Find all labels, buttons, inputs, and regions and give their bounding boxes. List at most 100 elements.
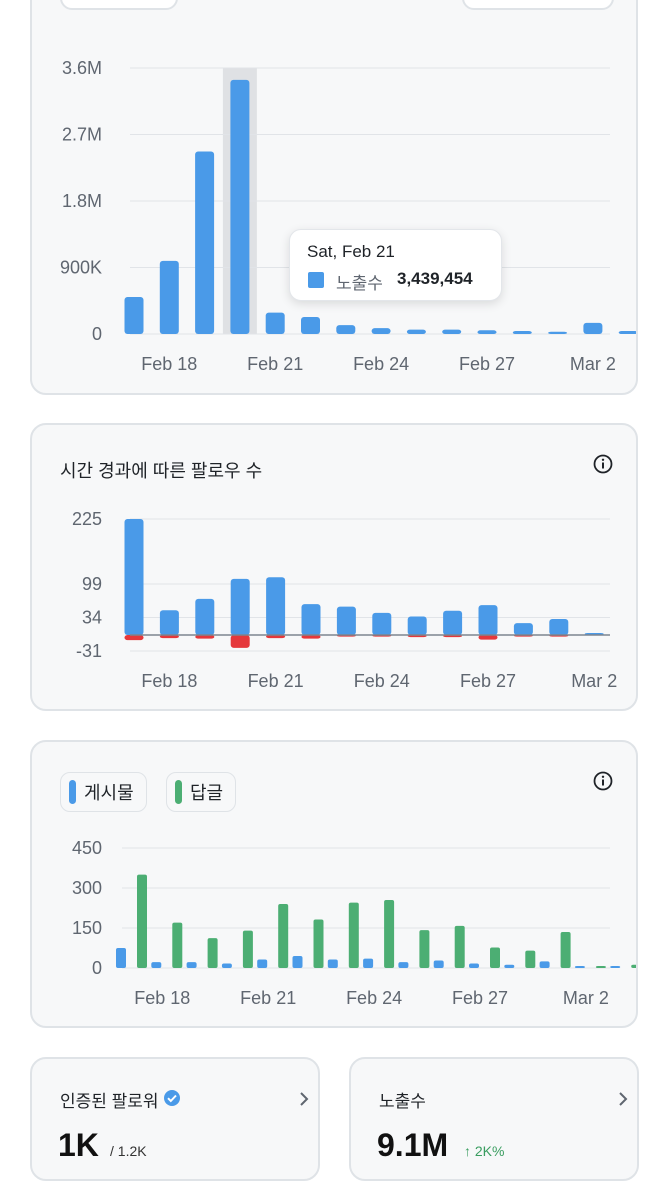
bar-gained bbox=[407, 616, 427, 636]
tooltip-date: Sat, Feb 21 bbox=[307, 242, 395, 261]
bar-replies bbox=[278, 904, 289, 968]
bar-posts bbox=[116, 948, 126, 968]
bar-gained bbox=[478, 605, 498, 636]
bar-replies bbox=[490, 947, 500, 968]
y-tick-label: 3.6M bbox=[62, 58, 102, 78]
bar-gained bbox=[443, 610, 463, 636]
x-tick-label: Feb 27 bbox=[459, 354, 515, 374]
chart-tooltip: Sat, Feb 21 노출수 3,439,454 bbox=[289, 229, 502, 301]
bar-lost bbox=[478, 635, 498, 640]
impressions-total-card[interactable]: 노출수 9.1M ↑ 2K% bbox=[349, 1057, 639, 1181]
bar bbox=[195, 151, 215, 334]
bar bbox=[512, 331, 532, 334]
bar-posts bbox=[539, 961, 550, 968]
content-bar-chart[interactable]: 0 150 300 450 Feb 18 Feb 21 Feb 24 Feb 27 Mar 2 bbox=[32, 742, 636, 1026]
bar-lost bbox=[195, 635, 215, 639]
bar-posts bbox=[433, 960, 444, 968]
verified-followers-card[interactable]: 인증된 팔로워 1K / 1.2K bbox=[30, 1057, 320, 1181]
x-tick-label: Feb 24 bbox=[346, 988, 402, 1008]
info-icon[interactable] bbox=[592, 453, 614, 475]
x-tick-label: Feb 21 bbox=[248, 671, 304, 691]
impressions-change: ↑ 2K% bbox=[464, 1143, 505, 1159]
y-tick-label: 2.7M bbox=[62, 125, 102, 145]
bar bbox=[583, 322, 603, 334]
y-tick-label: 300 bbox=[72, 878, 102, 898]
bar-gained bbox=[195, 598, 215, 636]
bar bbox=[477, 330, 497, 334]
bar-posts bbox=[398, 962, 409, 968]
chevron-right-icon bbox=[300, 1092, 309, 1106]
bar-replies bbox=[137, 874, 147, 968]
x-tick-label: Feb 18 bbox=[141, 671, 197, 691]
bar bbox=[442, 329, 462, 334]
bar bbox=[618, 331, 636, 334]
x-tick-label: Feb 27 bbox=[452, 988, 508, 1008]
bar-gained bbox=[372, 612, 392, 636]
x-tick-label: Mar 2 bbox=[570, 354, 616, 374]
bar-gained bbox=[266, 577, 286, 636]
x-tick-label: Feb 21 bbox=[240, 988, 296, 1008]
bar-gained bbox=[513, 623, 533, 636]
bar-replies bbox=[384, 900, 395, 968]
y-tick-label: 0 bbox=[92, 324, 102, 344]
impressions-total-label: 노출수 bbox=[379, 1092, 426, 1111]
legend-posts[interactable]: 게시물 bbox=[60, 772, 147, 812]
bar-gained bbox=[230, 578, 250, 636]
y-tick-label: 900K bbox=[60, 258, 102, 278]
tooltip-value: 3,439,454 bbox=[397, 269, 473, 288]
bar-posts bbox=[574, 966, 585, 968]
content-chart-card: 게시물 답글 0 150 300 450 Feb 18 Feb 21 Feb 24 Feb 2… bbox=[30, 740, 638, 1028]
bar-lost bbox=[301, 635, 321, 639]
y-tick-label: 99 bbox=[82, 574, 102, 594]
x-tick-label: Mar 2 bbox=[571, 671, 617, 691]
bar-replies bbox=[419, 930, 430, 968]
impressions-bar-chart[interactable]: 0 900K 1.8M 2.7M 3.6M Feb 18 Feb 21 Feb 24 Feb 2… bbox=[32, 0, 636, 393]
y-tick-label: -31 bbox=[76, 641, 102, 661]
bar-replies bbox=[348, 902, 359, 968]
bar bbox=[301, 317, 320, 334]
verified-badge-icon bbox=[164, 1090, 180, 1106]
x-tick-label: Feb 18 bbox=[141, 354, 197, 374]
legend-replies[interactable]: 답글 bbox=[166, 772, 237, 812]
chevron-right-icon bbox=[619, 1092, 628, 1106]
y-tick-label: 0 bbox=[92, 958, 102, 978]
bar bbox=[159, 260, 179, 334]
y-tick-label: 225 bbox=[72, 509, 102, 529]
legend-posts-label: 게시물 bbox=[84, 783, 134, 803]
bar-replies bbox=[595, 966, 606, 968]
x-tick-label: Feb 27 bbox=[460, 671, 516, 691]
verified-followers-value: 1K bbox=[58, 1127, 99, 1163]
legend-replies-label: 답글 bbox=[190, 783, 224, 803]
y-tick-label: 150 bbox=[72, 918, 102, 938]
bar bbox=[265, 312, 285, 334]
legend-posts-swatch bbox=[69, 780, 76, 804]
bar bbox=[406, 329, 426, 334]
bar-posts bbox=[363, 958, 374, 968]
verified-followers-total: / 1.2K bbox=[110, 1143, 147, 1159]
bar bbox=[336, 325, 356, 334]
bar-gained bbox=[549, 619, 569, 636]
bar bbox=[124, 297, 144, 334]
bar-replies bbox=[172, 922, 183, 968]
x-tick-label: Feb 24 bbox=[353, 354, 409, 374]
y-tick-label: 450 bbox=[72, 838, 102, 858]
bar-lost bbox=[159, 635, 179, 639]
bar-posts bbox=[327, 959, 338, 968]
bar-posts bbox=[292, 956, 303, 968]
tooltip-series-label: 노출수 bbox=[336, 274, 383, 293]
y-tick-label: 1.8M bbox=[62, 191, 102, 211]
bar-posts bbox=[610, 966, 621, 968]
info-icon[interactable] bbox=[592, 770, 614, 792]
bar-posts bbox=[257, 959, 268, 968]
bar-posts bbox=[151, 962, 162, 968]
bar-posts bbox=[221, 963, 232, 968]
bar bbox=[230, 79, 250, 334]
x-tick-label: Mar 2 bbox=[563, 988, 609, 1008]
x-tick-label: Feb 24 bbox=[354, 671, 410, 691]
bar-replies bbox=[454, 925, 465, 968]
bar bbox=[548, 331, 568, 334]
follows-bar-chart[interactable]: -31 34 99 225 Feb 18 Feb 21 Feb 24 Feb 27 Mar 2 bbox=[32, 425, 636, 709]
legend-replies-swatch bbox=[175, 780, 182, 804]
bar-replies bbox=[560, 932, 571, 968]
